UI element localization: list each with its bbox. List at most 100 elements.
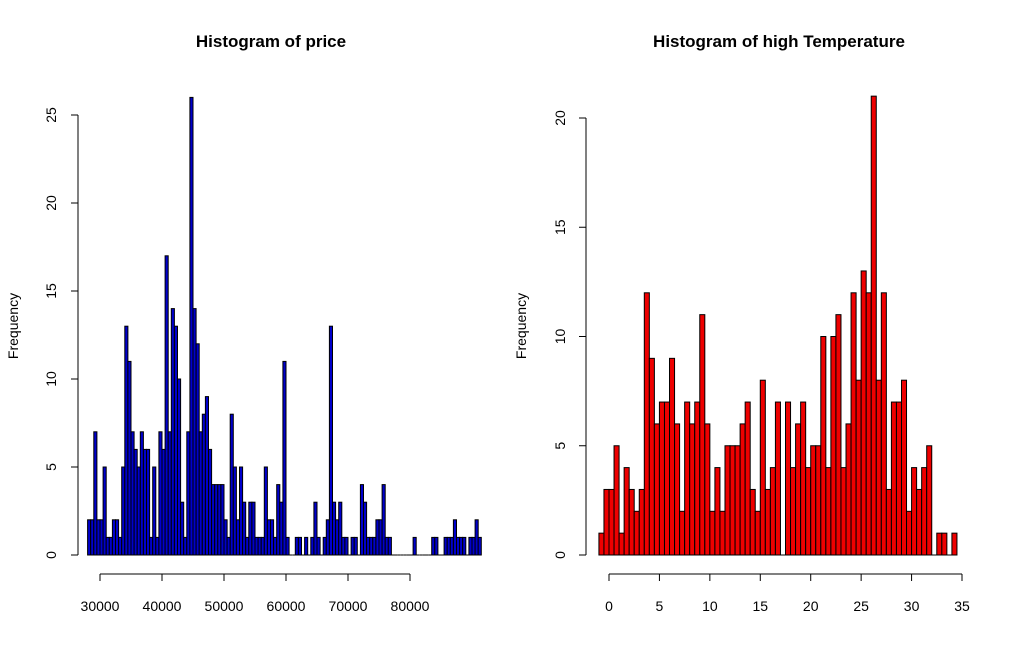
histogram-bar	[749, 488, 756, 556]
histogram-bar	[850, 292, 857, 556]
histogram-bar	[709, 510, 716, 556]
x-tick-label: 60000	[267, 598, 306, 614]
histogram-bar	[316, 536, 321, 556]
histogram-bar	[835, 314, 842, 556]
histogram-bar	[102, 466, 107, 556]
y-tick-label: 5	[552, 442, 568, 450]
y-tick-label: 15	[43, 283, 59, 299]
x-tick-label: 40000	[143, 598, 182, 614]
histogram-bar	[462, 536, 467, 556]
histogram-bar	[744, 401, 751, 556]
histogram-bar	[304, 536, 309, 556]
histogram-bar	[434, 536, 439, 556]
histogram-bar	[628, 488, 635, 556]
histogram-bar	[263, 466, 268, 556]
histogram-bar	[363, 501, 368, 556]
histogram-bar	[719, 510, 726, 556]
histogram-bar	[951, 532, 958, 556]
histogram-bar	[643, 292, 650, 556]
histogram-bar	[689, 423, 696, 556]
histogram-bar	[603, 488, 610, 556]
histogram-bar	[840, 467, 847, 556]
histogram-bar	[830, 336, 837, 556]
histogram-bar	[381, 484, 386, 556]
histogram-bar	[623, 467, 630, 556]
histogram-bar	[900, 379, 908, 556]
histogram-bar	[759, 379, 766, 556]
chart-title: Histogram of high Temperature	[653, 32, 905, 51]
histogram-bar	[926, 445, 933, 556]
histogram-bar	[921, 467, 928, 556]
histogram-bar	[177, 378, 182, 556]
histogram-bar	[754, 510, 761, 556]
y-tick-label: 0	[552, 551, 568, 559]
y-tick-label: 25	[43, 107, 59, 123]
x-tick-label: 30	[904, 598, 920, 614]
histogram-bar	[895, 401, 902, 556]
histogram-bar	[769, 467, 776, 556]
histogram-bar	[885, 488, 892, 556]
histogram-bar	[890, 401, 897, 556]
histogram-bar	[282, 360, 287, 556]
y-tick-label: 10	[552, 329, 568, 345]
histogram-bar	[815, 445, 822, 556]
histogram-bar	[805, 467, 812, 556]
x-tick-label: 10	[702, 598, 718, 614]
chart-1: Histogram of price Frequency 0 5 10 15 20 25 300…	[5, 32, 482, 614]
histogram-bar	[880, 292, 887, 556]
histogram-bar	[598, 532, 605, 556]
histogram-bar	[764, 488, 771, 556]
x-tick-label: 80000	[391, 598, 430, 614]
x-tick-label: 0	[605, 598, 613, 614]
histogram-bar	[845, 423, 852, 556]
x-tick-label: 5	[656, 598, 664, 614]
histogram-bar	[152, 466, 157, 556]
histogram-bar	[146, 448, 151, 556]
histogram-bar	[699, 314, 706, 556]
histogram-bar	[353, 536, 358, 556]
histogram-bar	[679, 510, 686, 556]
histogram-bar	[344, 536, 349, 556]
y-tick-label: 5	[43, 463, 59, 471]
histogram-bar	[93, 431, 98, 556]
chart-title: Histogram of price	[196, 32, 346, 51]
y-tick-label: 20	[43, 195, 59, 211]
histogram-bar	[704, 423, 711, 556]
histogram-bar	[653, 423, 660, 556]
x-tick-label: 70000	[329, 598, 368, 614]
histogram-bar	[658, 401, 665, 556]
histogram-bar	[618, 532, 625, 556]
y-tick-label: 15	[552, 219, 568, 235]
histogram-bar	[285, 536, 290, 556]
y-tick-label: 10	[43, 371, 59, 387]
x-tick-label: 30000	[81, 598, 120, 614]
histogram-bar	[338, 501, 343, 556]
histogram-bar	[477, 536, 482, 556]
histogram-bar	[313, 501, 318, 556]
histogram-bar	[663, 401, 671, 556]
histogram-bar	[669, 357, 676, 556]
histogram-bar	[633, 510, 640, 556]
x-tick-label: 35	[954, 598, 970, 614]
histogram-bar	[790, 467, 797, 556]
bars	[87, 96, 482, 556]
histogram-bar	[875, 379, 882, 556]
x-tick-label: 50000	[205, 598, 244, 614]
histogram-bar	[613, 445, 620, 556]
histogram-bar	[855, 379, 862, 556]
histogram-bar	[638, 488, 645, 556]
histogram-bar	[674, 423, 681, 556]
x-tick-label: 15	[752, 598, 768, 614]
y-axis-label: Frequency	[513, 293, 529, 359]
y-axis-label: Frequency	[5, 293, 21, 359]
histogram-bar	[694, 401, 701, 556]
histogram-bar	[387, 536, 392, 556]
histogram-bar	[800, 401, 807, 556]
histogram-bar	[729, 445, 736, 556]
histogram-bar	[870, 95, 877, 556]
histogram-bar	[232, 466, 237, 556]
histogram-bar	[724, 445, 731, 556]
y-tick-label: 20	[552, 110, 568, 126]
histogram-bar	[180, 501, 185, 556]
